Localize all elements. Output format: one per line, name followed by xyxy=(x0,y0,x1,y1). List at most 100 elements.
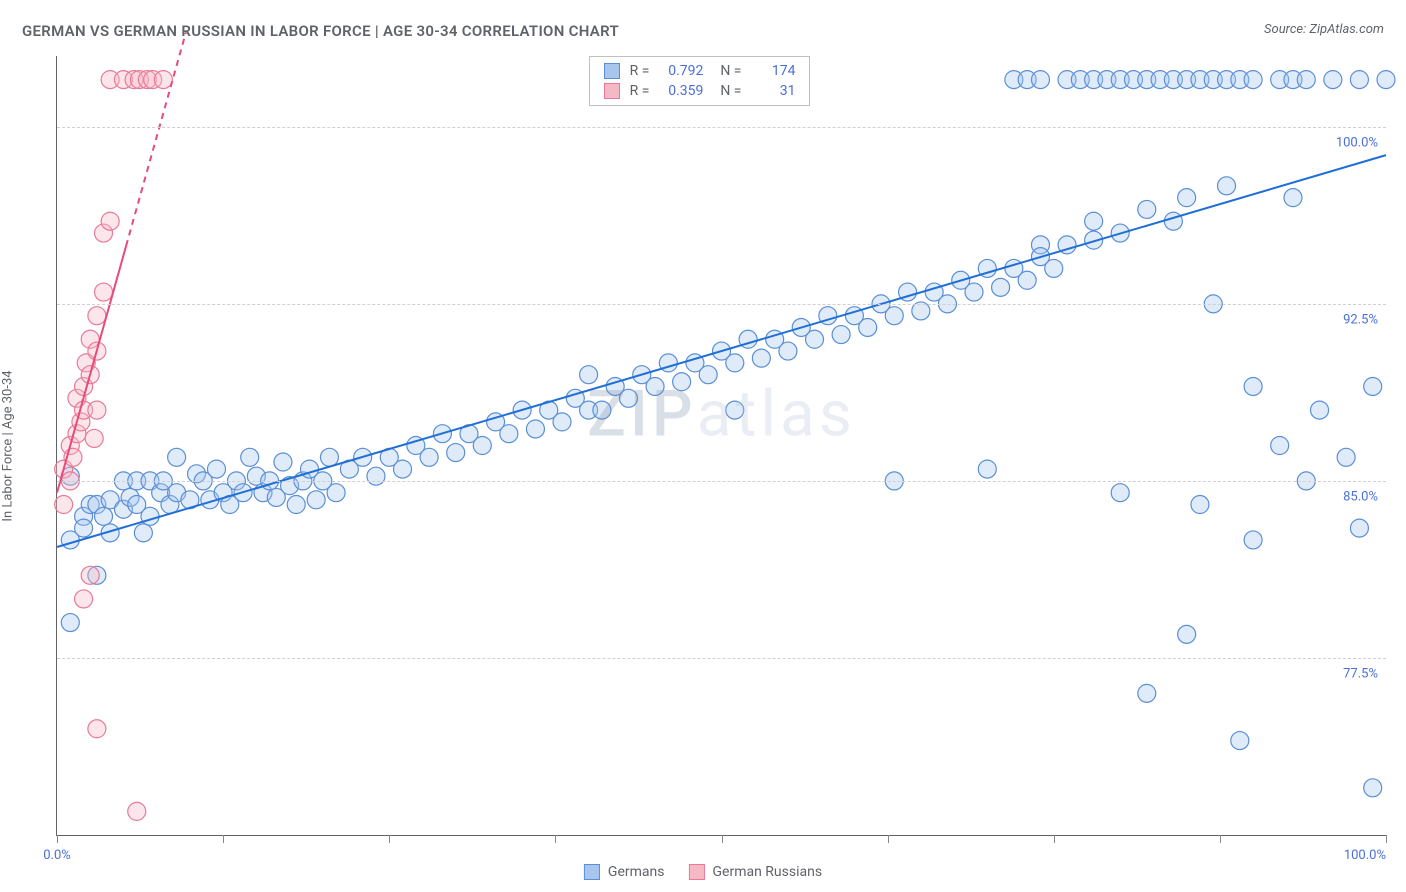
data-point xyxy=(168,448,186,466)
data-point xyxy=(320,448,338,466)
data-point xyxy=(287,496,305,514)
data-point xyxy=(473,437,491,455)
data-point xyxy=(274,453,292,471)
data-point xyxy=(95,507,113,525)
data-point xyxy=(1191,496,1209,514)
data-point xyxy=(1164,212,1182,230)
data-point xyxy=(88,307,106,325)
gridline-h xyxy=(57,304,1386,305)
data-point xyxy=(81,566,99,584)
data-point xyxy=(1284,189,1302,207)
data-point xyxy=(580,366,598,384)
legend-label: German Russians xyxy=(712,864,822,880)
stat-r-value: 0.359 xyxy=(659,83,703,99)
data-point xyxy=(1244,531,1262,549)
data-point xyxy=(128,802,146,820)
data-point xyxy=(965,283,983,301)
data-point xyxy=(1364,377,1382,395)
data-point xyxy=(1111,484,1129,502)
y-axis-label: In Labor Force | Age 30-34 xyxy=(1,370,16,521)
x-tick-label: 0.0% xyxy=(43,848,71,863)
data-point xyxy=(500,425,518,443)
stat-n-value: 31 xyxy=(751,83,795,99)
x-tick xyxy=(1220,835,1221,843)
data-point xyxy=(1085,212,1103,230)
stat-r-label: R = xyxy=(630,63,650,79)
data-point xyxy=(394,460,412,478)
data-point xyxy=(593,401,611,419)
data-point xyxy=(699,366,717,384)
stats-legend-box: R =0.792 N =174R =0.359 N =31 xyxy=(589,56,811,106)
data-point xyxy=(134,524,152,542)
data-point xyxy=(1350,519,1368,537)
legend-swatch xyxy=(688,864,704,880)
data-point xyxy=(1244,377,1262,395)
stat-n-value: 174 xyxy=(751,63,795,79)
data-point xyxy=(447,444,465,462)
data-point xyxy=(1337,448,1355,466)
data-point xyxy=(1138,200,1156,218)
data-point xyxy=(101,212,119,230)
data-point xyxy=(859,318,877,336)
trend-line xyxy=(57,246,126,493)
data-point xyxy=(61,614,79,632)
data-point xyxy=(55,496,73,514)
data-point xyxy=(553,413,571,431)
data-point xyxy=(154,71,172,89)
data-point xyxy=(88,401,106,419)
bottom-legend: Germans German Russians xyxy=(584,864,822,880)
data-point xyxy=(752,349,770,367)
data-point xyxy=(726,401,744,419)
data-point xyxy=(619,389,637,407)
data-point xyxy=(1231,732,1249,750)
data-point xyxy=(1138,684,1156,702)
data-point xyxy=(806,330,824,348)
y-tick-label: 85.0% xyxy=(1343,489,1378,504)
legend-item: Germans xyxy=(584,864,665,880)
x-tick xyxy=(389,835,390,843)
x-tick xyxy=(57,835,58,843)
x-tick xyxy=(555,835,556,843)
y-tick-label: 100.0% xyxy=(1336,135,1378,150)
legend-swatch xyxy=(584,864,600,880)
source-attribution: Source: ZipAtlas.com xyxy=(1264,22,1384,37)
chart-title: GERMAN VS GERMAN RUSSIAN IN LABOR FORCE … xyxy=(22,22,619,40)
data-point xyxy=(1297,71,1315,89)
x-tick-label: 100.0% xyxy=(1344,848,1386,863)
data-point xyxy=(885,307,903,325)
x-tick xyxy=(1054,835,1055,843)
x-tick xyxy=(223,835,224,843)
data-point xyxy=(141,507,159,525)
legend-item: German Russians xyxy=(688,864,822,880)
data-point xyxy=(307,491,325,509)
data-point xyxy=(88,720,106,738)
trend-line xyxy=(57,155,1386,547)
data-point xyxy=(75,590,93,608)
data-point xyxy=(1045,259,1063,277)
data-point xyxy=(1018,271,1036,289)
data-point xyxy=(1324,71,1342,89)
x-tick xyxy=(1386,835,1387,843)
data-point xyxy=(1364,779,1382,797)
data-point xyxy=(241,448,259,466)
data-point xyxy=(1178,189,1196,207)
series-swatch xyxy=(604,63,620,79)
legend-label: Germans xyxy=(608,864,665,880)
data-point xyxy=(420,448,438,466)
stat-row: R =0.359 N =31 xyxy=(604,83,796,99)
data-point xyxy=(367,467,385,485)
data-point xyxy=(832,326,850,344)
y-tick-label: 77.5% xyxy=(1343,666,1378,681)
data-point xyxy=(85,429,103,447)
data-point xyxy=(1350,71,1368,89)
gridline-h xyxy=(57,658,1386,659)
series-swatch xyxy=(604,83,620,99)
data-point xyxy=(207,460,225,478)
x-tick xyxy=(722,835,723,843)
data-point xyxy=(978,460,996,478)
stat-n-label: N = xyxy=(713,83,741,99)
data-point xyxy=(327,484,345,502)
scatter-svg xyxy=(57,56,1386,835)
data-point xyxy=(673,373,691,391)
stat-n-label: N = xyxy=(713,63,741,79)
